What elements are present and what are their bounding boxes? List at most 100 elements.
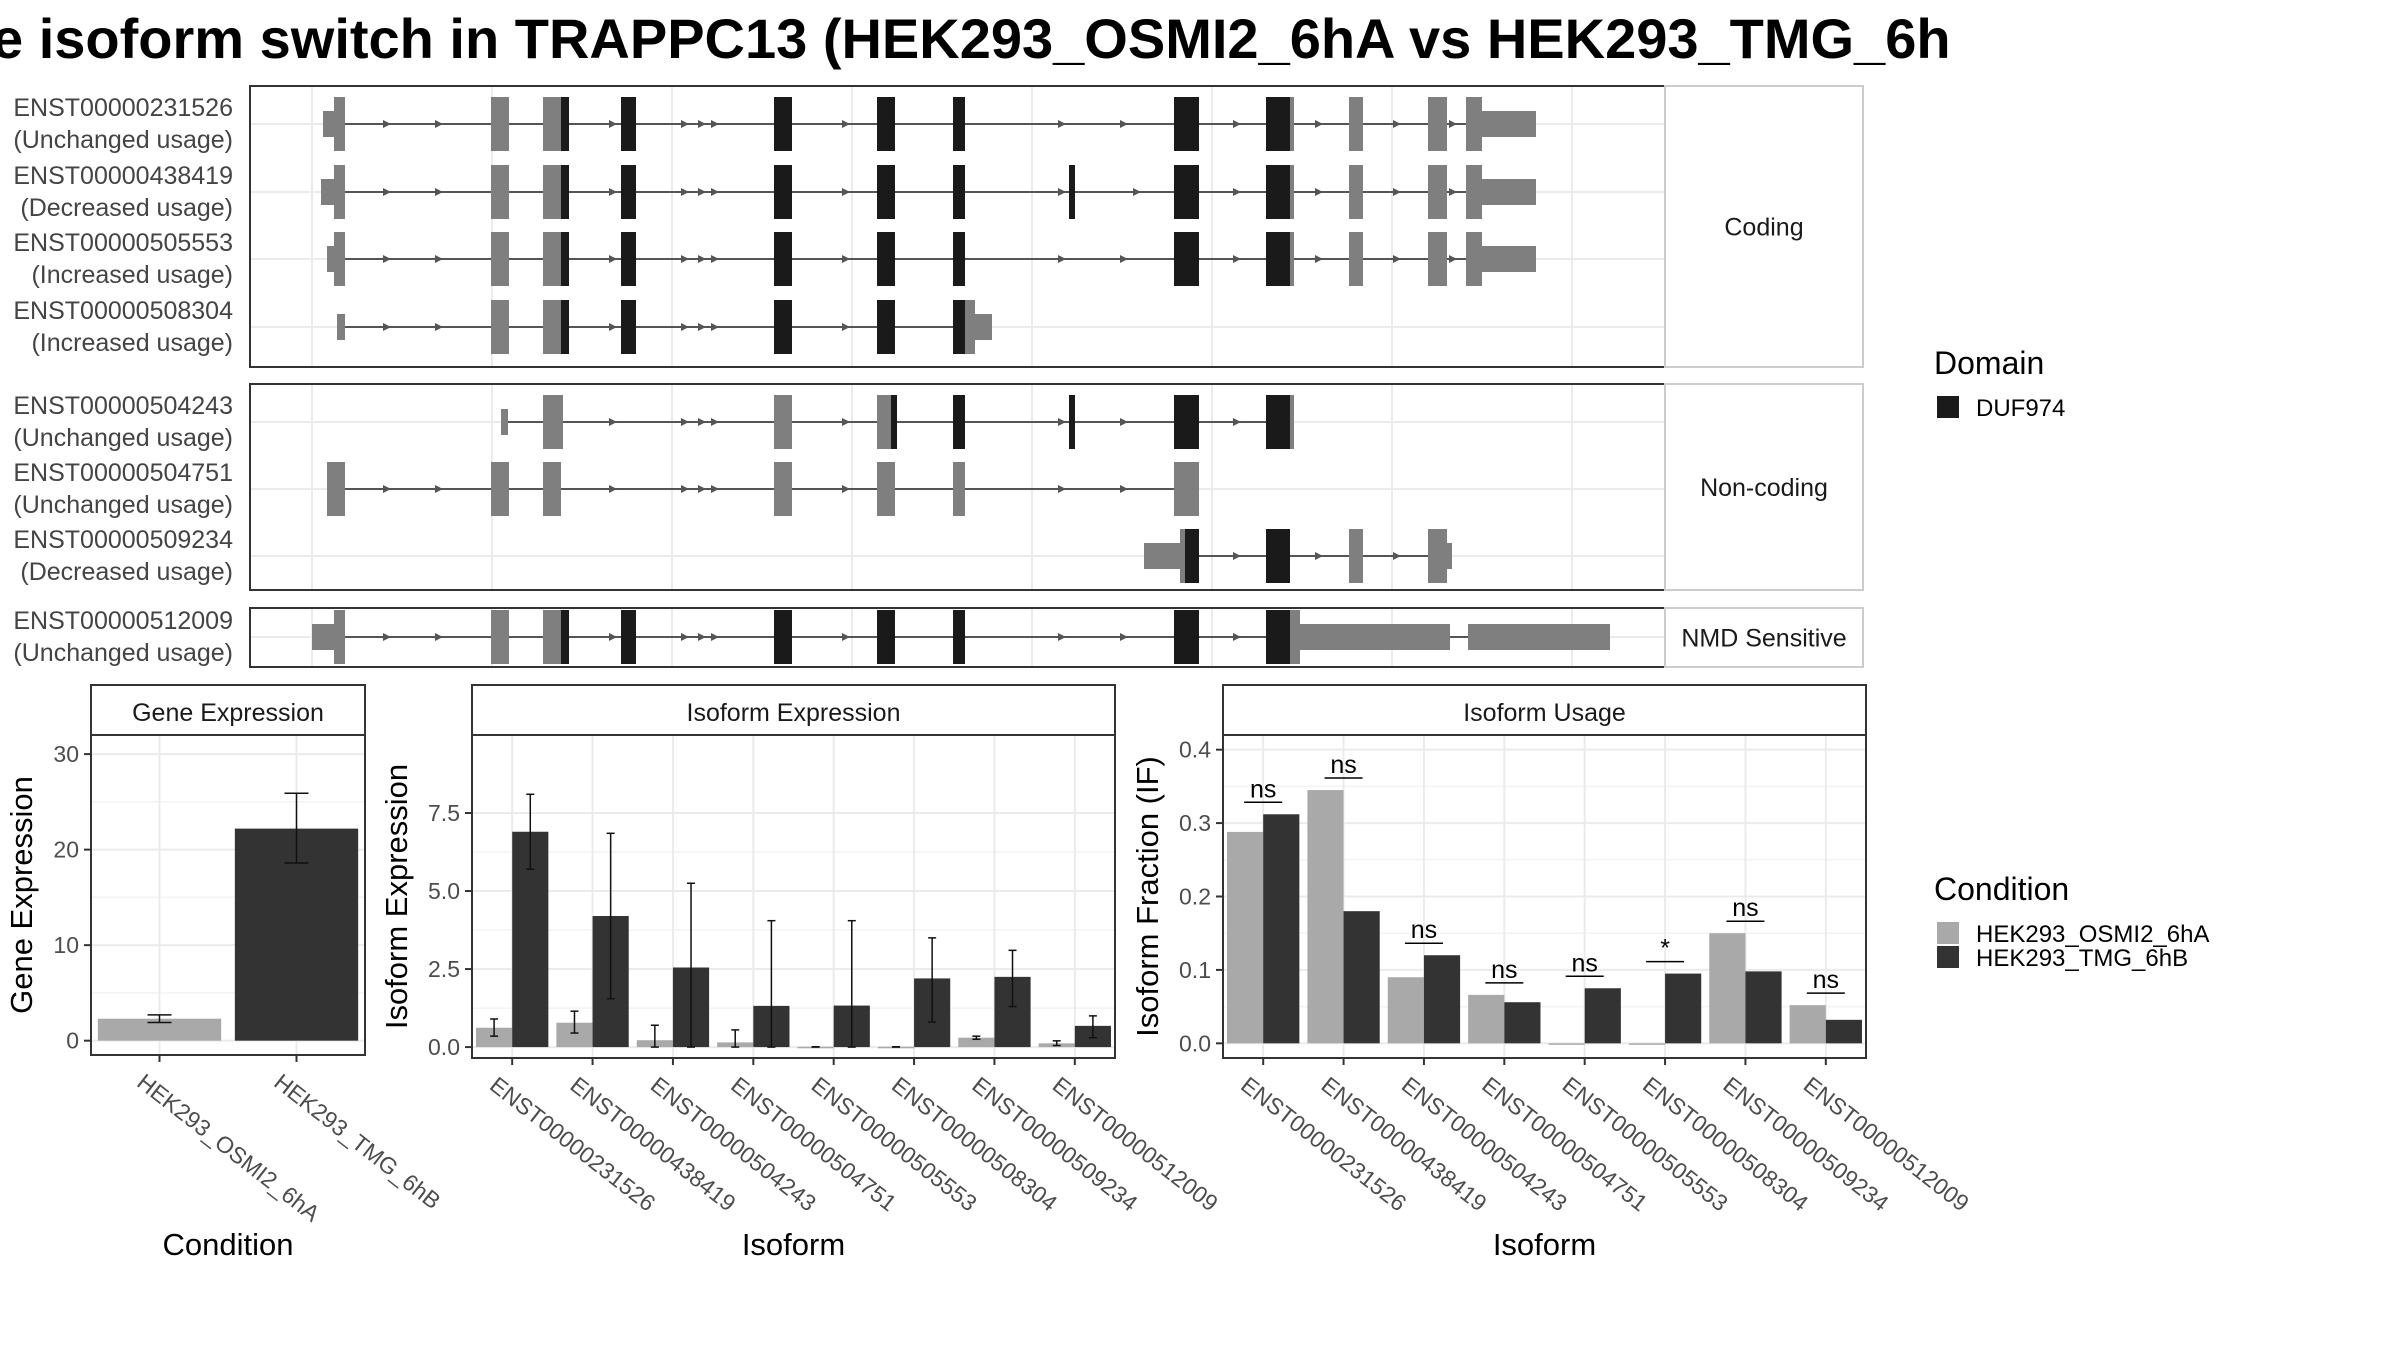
strand-arrow [711, 120, 719, 128]
strand-arrow [681, 323, 689, 331]
domain-exon [953, 165, 965, 219]
strand-arrow [1133, 188, 1141, 196]
exon [543, 462, 561, 516]
strand-arrow [609, 485, 617, 493]
bar [1709, 933, 1746, 1044]
strand-arrow [1058, 633, 1066, 641]
domain-exon [561, 165, 569, 219]
exon [1349, 165, 1363, 219]
transcript-row: ENST00000509234 (Decreased usage) [13, 526, 1452, 586]
bar [1665, 973, 1702, 1044]
domain-exon [877, 300, 895, 354]
domain-exon [953, 610, 965, 664]
exon [543, 97, 561, 151]
transcript-id: ENST00000231526 [13, 94, 233, 122]
domain-exon [561, 97, 569, 151]
domain-exon [621, 300, 636, 354]
bar [1789, 1005, 1826, 1044]
facet-strip [1664, 383, 1864, 591]
bar [476, 1027, 513, 1048]
strand-arrow [1233, 418, 1241, 426]
domain-legend-label: DUF974 [1976, 395, 2065, 422]
exon [774, 395, 792, 449]
bar [1263, 814, 1300, 1044]
domain-exon [1266, 529, 1290, 583]
exon [334, 165, 345, 219]
exon [877, 462, 895, 516]
strand-arrow [698, 633, 706, 641]
y-tick-label: 0.2 [1179, 884, 1211, 910]
strand-arrow [383, 485, 391, 493]
transcript-id: ENST00000438419 [13, 162, 233, 190]
condition-legend-title: Condition [1934, 871, 2069, 907]
transcript-row: ENST00000505553 (Increased usage) [13, 229, 1536, 289]
y-axis-title: Isoform Fraction (IF) [1130, 756, 1165, 1037]
y-axis-title: Isoform Expression [379, 764, 414, 1029]
domain-exon [1174, 232, 1199, 286]
exon [491, 232, 509, 286]
plot-title: e isoform switch in TRAPPC13 (HEK293_OSM… [0, 7, 1951, 70]
chart-title: Gene Expression [132, 699, 324, 727]
y-tick-label: 0.0 [1179, 1030, 1211, 1056]
domain-exon [561, 300, 569, 354]
strand-arrow [698, 418, 706, 426]
strand-arrow [1315, 255, 1323, 263]
transcript-id: ENST00000509234 [13, 526, 233, 554]
y-tick-label: 7.5 [428, 800, 460, 826]
significance-label: ns [1330, 751, 1356, 779]
transcript-usage: (Unchanged usage) [13, 126, 233, 154]
domain-exon [1266, 97, 1290, 151]
transcript-usage: (Unchanged usage) [13, 639, 233, 667]
strand-arrow [1120, 485, 1128, 493]
y-tick-label: 30 [53, 741, 79, 767]
strand-arrow [435, 323, 443, 331]
domain-legend-title: Domain [1934, 345, 2044, 381]
domain-exon [774, 97, 792, 151]
bar [1504, 1002, 1541, 1044]
exon [1482, 246, 1536, 272]
strand-arrow [383, 323, 391, 331]
domain-exon [774, 232, 792, 286]
chart-title-strip [471, 684, 1116, 736]
chart-title: Isoform Usage [1463, 699, 1626, 727]
strand-arrow [681, 188, 689, 196]
exon [1428, 529, 1447, 583]
strand-arrow [1058, 255, 1066, 263]
bar [1825, 1019, 1862, 1044]
strand-arrow [1449, 188, 1457, 196]
strand-arrow [698, 120, 706, 128]
domain-exon [877, 97, 895, 151]
exon [1290, 165, 1294, 219]
strand-arrow [383, 633, 391, 641]
strand-arrow [842, 323, 850, 331]
bar [1343, 911, 1380, 1044]
chart-title-strip [1222, 684, 1867, 736]
condition-legend-label: HEK293_TMG_6hB [1976, 945, 2188, 972]
domain-exon [1266, 610, 1290, 664]
bar [1227, 831, 1264, 1044]
domain-exon [877, 610, 895, 664]
domain-exon [953, 300, 965, 354]
bar [1468, 994, 1505, 1044]
domain-exon [1266, 232, 1290, 286]
transcript-row: ENST00000504751 (Unchanged usage) [13, 459, 1199, 519]
domain-exon [1266, 395, 1290, 449]
strand-arrow [383, 188, 391, 196]
condition-legend-swatch [1937, 946, 1959, 968]
strand-arrow [842, 120, 850, 128]
strand-arrow [681, 485, 689, 493]
legends: Domain DUF974 Condition HEK293_OSMI2_6hAHEK… [1934, 345, 2209, 972]
structure-group-non-coding: Non-coding ENST00000504243 (Unchanged usag… [13, 383, 1864, 591]
exon [543, 232, 561, 286]
transcript-row: ENST00000438419 (Decreased usage) [13, 162, 1536, 222]
exon [543, 610, 561, 664]
strand-arrow [1120, 633, 1128, 641]
exon [334, 610, 345, 664]
transcript-usage: (Unchanged usage) [13, 491, 233, 519]
y-tick-label: 5.0 [428, 878, 460, 904]
exon [1428, 232, 1447, 286]
domain-exon [891, 395, 897, 449]
strand-arrow [1315, 120, 1323, 128]
strand-arrow [842, 418, 850, 426]
domain-exon [1174, 165, 1199, 219]
